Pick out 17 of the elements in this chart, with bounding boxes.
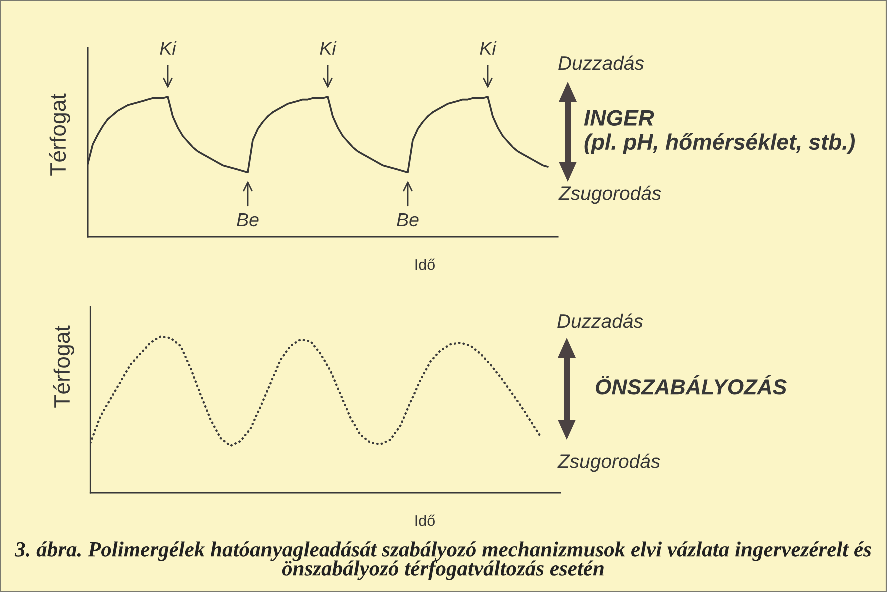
text: Ki <box>320 41 337 55</box>
annotation: Zsugorodás <box>558 454 660 472</box>
text: Duzzadás <box>558 56 644 70</box>
y-axis-title: Térfogat <box>54 326 74 408</box>
text: Ki <box>160 41 177 55</box>
text: Duzzadás <box>558 314 644 328</box>
text: (pl. pH, hőmérséklet, stb.) <box>584 134 855 154</box>
y-axis-title: Térfogat <box>50 94 70 176</box>
text: INGER <box>584 110 654 126</box>
text: 3. ábra. Polimergélek hatóanyagleadását szabályozó mechanizmusok elvi vázlata ingervezérelt és önszabályozó térfogatváltozás esetén <box>14 542 872 580</box>
annotation: Be <box>237 214 259 227</box>
x-axis-title: Idő <box>416 258 436 270</box>
annotation: Be <box>397 214 419 227</box>
text: Zsugorodás <box>558 186 662 204</box>
x-axis-title: Idő <box>416 514 436 526</box>
text: ÖNSZABÁLYOZÁS <box>596 376 787 395</box>
text: Ki <box>480 41 497 55</box>
